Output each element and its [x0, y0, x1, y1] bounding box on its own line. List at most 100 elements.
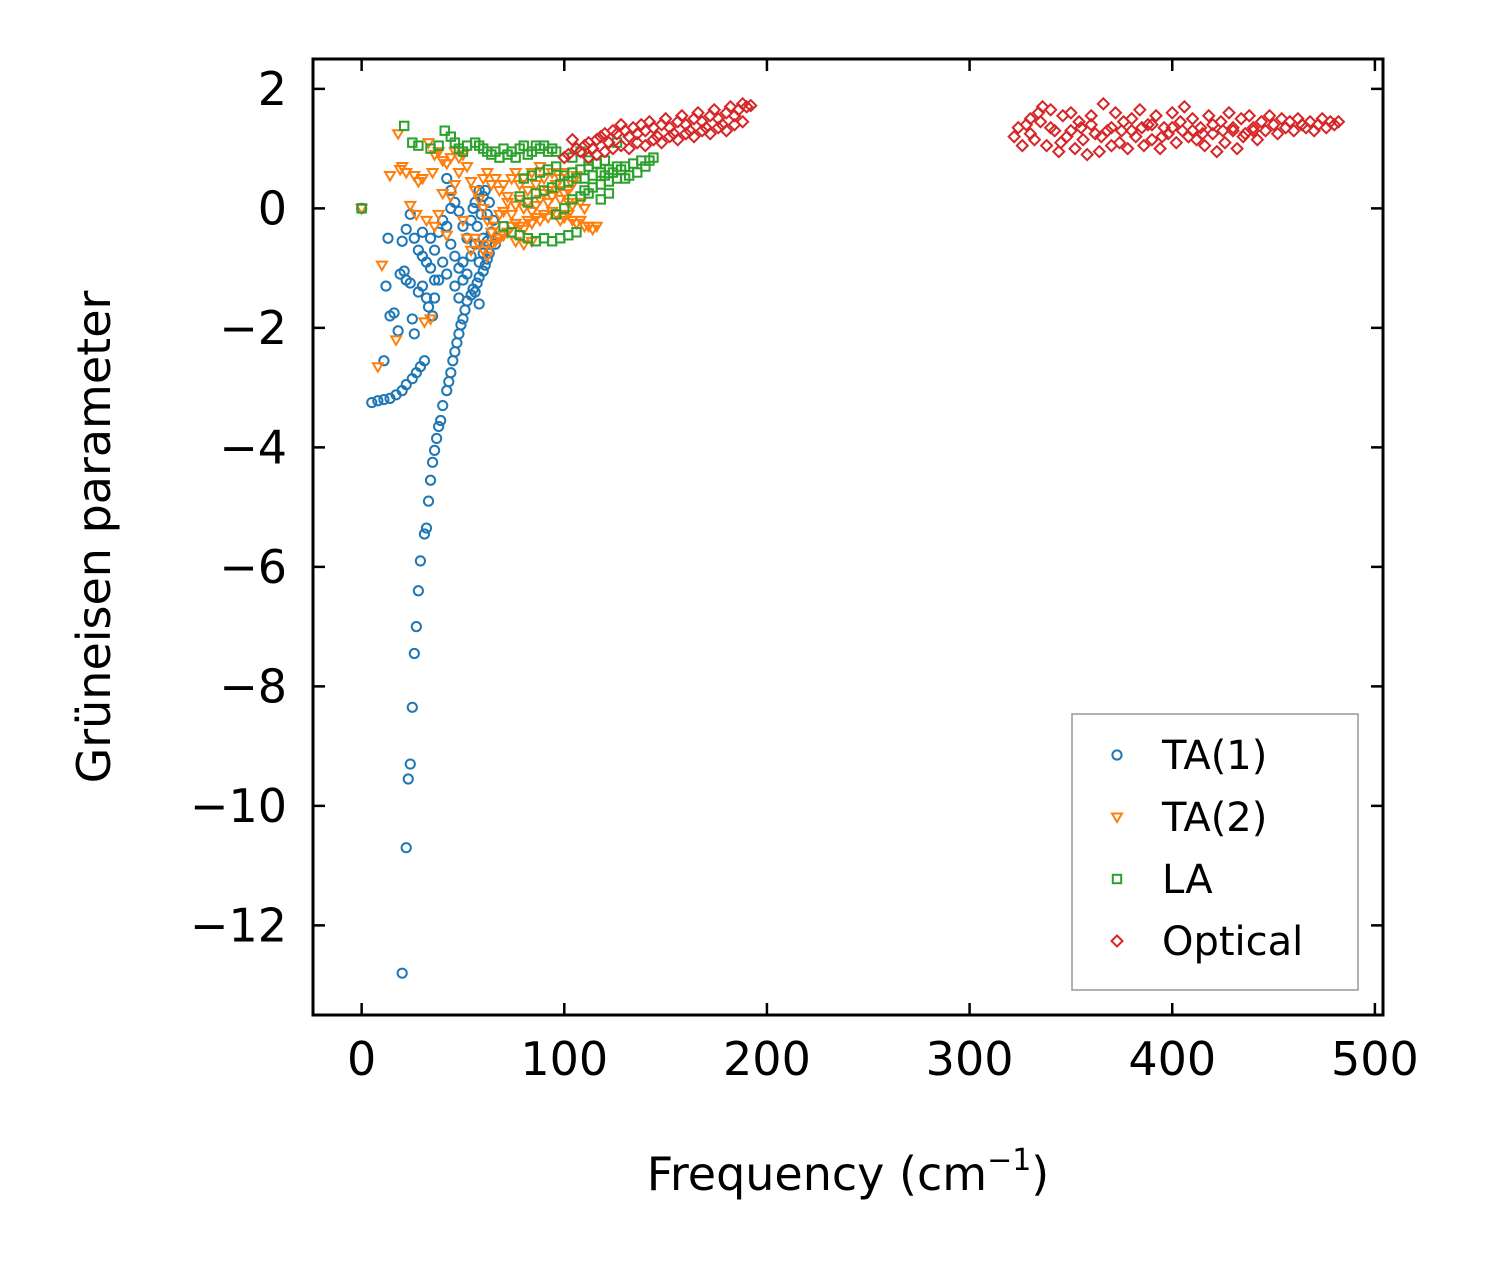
- data-point: [448, 179, 462, 192]
- data-point: [468, 185, 482, 198]
- data-point: [1254, 114, 1269, 129]
- data-point: [410, 621, 422, 633]
- data-point: [1145, 117, 1159, 132]
- data-point: [1051, 144, 1066, 159]
- data-point: [512, 221, 527, 234]
- data-point: [1169, 135, 1184, 150]
- data-point: [378, 355, 390, 367]
- data-point: [479, 259, 491, 271]
- data-point: [1141, 117, 1155, 132]
- data-point: [396, 967, 408, 979]
- data-point: [479, 184, 491, 197]
- legend-item: TA(2): [1110, 795, 1267, 841]
- x-tick-label: 100: [520, 1032, 608, 1086]
- data-point: [508, 168, 523, 180]
- data-point: [565, 215, 580, 228]
- data-point: [428, 244, 441, 256]
- data-point: [484, 179, 499, 192]
- data-point: [1134, 120, 1149, 135]
- data-point: [1222, 105, 1236, 120]
- legend-label: Optical: [1162, 919, 1303, 965]
- data-point: [517, 224, 531, 237]
- data-point: [1185, 111, 1200, 126]
- legend-label: LA: [1162, 857, 1213, 903]
- data-point: [1094, 129, 1109, 144]
- data-point: [522, 197, 534, 208]
- tick-labels: 0 100 200 300 400 500 2 0 −2 −4 −6 −8 −10 −12: [190, 62, 1419, 1086]
- data-point: [550, 146, 562, 157]
- data-point: [1072, 114, 1086, 129]
- data-point: [550, 209, 562, 220]
- data-point: [435, 156, 450, 168]
- data-point: [498, 221, 509, 232]
- data-point: [418, 355, 431, 367]
- data-point: [496, 179, 511, 192]
- data-point: [557, 168, 572, 180]
- data-point: [571, 227, 582, 238]
- data-point: [464, 245, 478, 258]
- data-point: [1033, 114, 1048, 129]
- x-axis-label: Frequency (cm−1): [647, 1143, 1050, 1201]
- data-point: [1039, 138, 1054, 153]
- data-point: [437, 399, 449, 412]
- data-point: [1165, 105, 1180, 120]
- data-point: [471, 220, 483, 232]
- data-point: [1149, 108, 1163, 123]
- data-point: [431, 209, 446, 222]
- data-point: [504, 174, 519, 186]
- x-tick-label: 500: [1331, 1032, 1419, 1086]
- data-point: [428, 274, 441, 286]
- data-point: [407, 171, 422, 183]
- data-point: [382, 232, 394, 244]
- data-point: [557, 188, 572, 201]
- x-tick-label: 400: [1128, 1032, 1216, 1086]
- data-point: [400, 223, 412, 235]
- data-point: [1155, 129, 1170, 144]
- data-point: [396, 235, 408, 247]
- data-point: [428, 292, 441, 304]
- data-point: [402, 773, 414, 785]
- data-point: [1064, 123, 1078, 138]
- data-point: [464, 176, 478, 189]
- data-point: [707, 102, 722, 117]
- data-point: [422, 301, 435, 313]
- data-point: [541, 197, 555, 210]
- data-point: [444, 153, 458, 165]
- data-point: [408, 647, 420, 660]
- data-point: [395, 162, 409, 174]
- data-point: [441, 385, 453, 397]
- data-point: [1230, 141, 1245, 156]
- data-point: [412, 585, 424, 597]
- data-point: [451, 337, 463, 349]
- data-point: [1136, 138, 1151, 153]
- data-point: [453, 292, 465, 304]
- legend-marker: [1110, 934, 1124, 948]
- data-point: [561, 147, 576, 162]
- data-point: [723, 99, 738, 114]
- legend-label: TA(2): [1161, 795, 1267, 841]
- data-point: [444, 191, 458, 204]
- data-point: [1218, 135, 1232, 150]
- data-point: [414, 555, 427, 567]
- data-point: [1197, 138, 1212, 153]
- data-point: [1015, 138, 1030, 153]
- y-tick-label: −8: [219, 659, 287, 713]
- data-point: [455, 319, 467, 331]
- data-point: [483, 196, 495, 208]
- data-point: [487, 214, 499, 226]
- data-point: [480, 251, 495, 264]
- data-point: [366, 396, 378, 409]
- data-point: [1053, 135, 1068, 150]
- data-point: [545, 206, 559, 219]
- data-point: [1124, 123, 1139, 138]
- x-axis-label-superscript: −1: [987, 1143, 1031, 1178]
- data-point: [453, 262, 465, 274]
- data-point: [435, 414, 447, 427]
- data-point: [445, 367, 457, 379]
- data-point: [1270, 126, 1285, 141]
- data-point: [1246, 120, 1261, 135]
- data-point: [468, 233, 482, 246]
- data-point: [577, 138, 592, 153]
- data-point: [508, 218, 523, 231]
- data-point: [435, 188, 450, 201]
